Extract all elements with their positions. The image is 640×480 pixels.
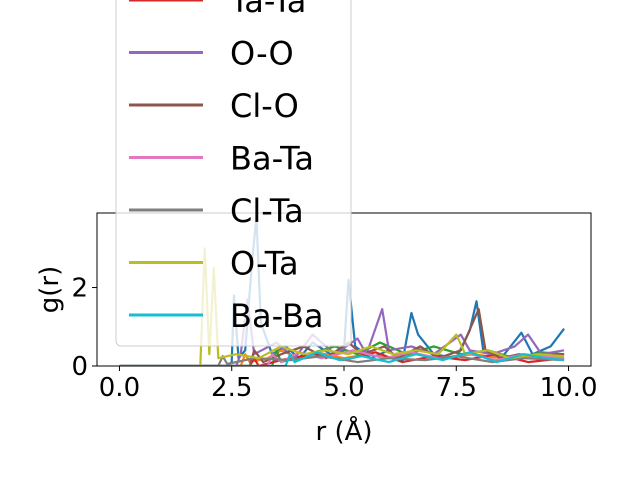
y-tick-label: 2	[71, 274, 88, 304]
legend-entry: Cl-O	[129, 87, 299, 125]
legend-entry: Cl-Ta	[129, 192, 304, 230]
legend-label: O-O	[230, 35, 294, 73]
legend-entry: Ba-Ta	[129, 140, 314, 178]
x-axis-label: r (Å)	[315, 415, 372, 447]
x-tick-label: 7.5	[436, 373, 477, 403]
y-tick-label: 0	[71, 352, 88, 382]
legend-box	[115, 0, 352, 347]
legend-entry: Ta-Ta	[129, 0, 306, 20]
legend: Ta-Ta O-O Cl-O Ba-Ta Cl-Ta O-Ta Ba-Ba	[115, 0, 352, 347]
y-axis-label: g(r)	[35, 266, 65, 313]
legend-entry: O-O	[129, 35, 294, 73]
x-tick-label: 10.0	[540, 373, 598, 403]
legend-entry: Ba-Ba	[129, 297, 324, 335]
legend-label: Ta-Ta	[229, 0, 306, 20]
legend-label: Cl-O	[230, 87, 299, 125]
x-tick-label: 2.5	[211, 373, 252, 403]
legend-label: O-Ta	[230, 245, 299, 283]
legend-label: Cl-Ta	[230, 192, 304, 230]
legend-entry: O-Ta	[129, 245, 299, 283]
axes: 0.0 2.5 5.0 7.5 10.0 0 2 r (Å) g(r)	[35, 212, 598, 447]
series-lines	[119, 215, 565, 366]
legend-label: Ba-Ta	[230, 140, 314, 178]
legend-label: Ba-Ba	[230, 297, 324, 335]
x-tick-label: 5.0	[323, 373, 364, 403]
x-tick-label: 0.0	[99, 373, 140, 403]
series-line-ba-ba	[119, 351, 565, 366]
series-line-ba-ta	[119, 349, 565, 366]
